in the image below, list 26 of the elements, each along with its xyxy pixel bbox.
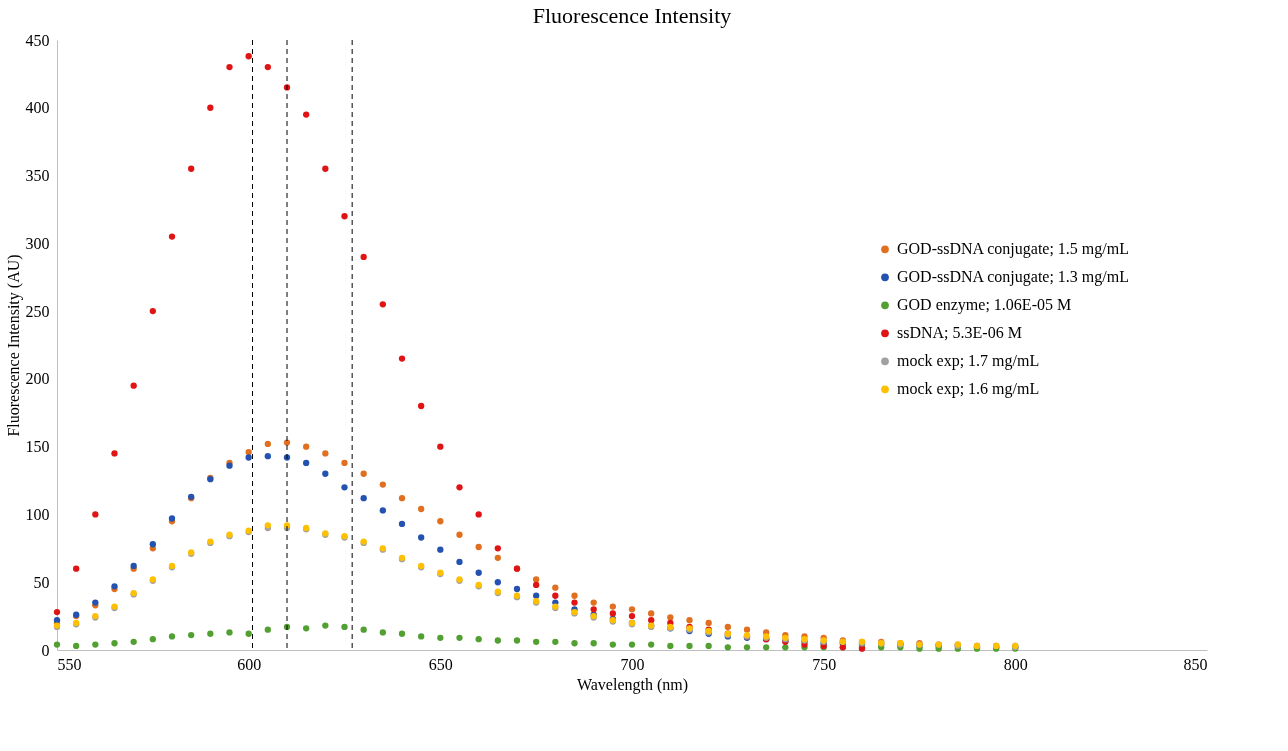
y-tick-label: 400 [25, 99, 50, 117]
x-tick-label: 800 [1003, 655, 1028, 673]
y-tick-label: 0 [41, 641, 50, 659]
y-tick-label: 250 [25, 302, 50, 320]
x-tick-label: 750 [812, 655, 837, 673]
legend-label: GOD enzyme; 1.06E-05 M [897, 296, 1072, 315]
x-tick-label: 600 [237, 655, 262, 673]
x-tick-label: 850 [1183, 655, 1208, 673]
legend-label: ssDNA; 5.3E-06 M [897, 324, 1022, 342]
legend-label: GOD-ssDNA conjugate; 1.3 mg/mL [897, 268, 1129, 287]
y-tick-label: 450 [25, 31, 50, 49]
chart-title: Fluorescence Intensity [532, 3, 732, 28]
y-tick-label: 200 [25, 370, 50, 388]
y-tick-label: 100 [25, 505, 50, 523]
legend-label: GOD-ssDNA conjugate; 1.5 mg/mL [897, 240, 1129, 259]
x-axis-title: Wavelength (nm) [576, 675, 689, 694]
y-tick-label: 350 [25, 167, 50, 185]
legend-label: mock exp; 1.7 mg/mL [897, 352, 1040, 371]
y-tick-label: 150 [25, 438, 50, 456]
x-tick-label: 650 [428, 655, 453, 673]
y-tick-label: 50 [33, 573, 50, 591]
x-tick-label: 700 [620, 655, 645, 673]
y-axis-title: Fluorescence Intensity (AU) [4, 254, 23, 437]
legend-label: mock exp; 1.6 mg/mL [897, 380, 1040, 399]
y-tick-label: 300 [25, 234, 50, 252]
x-tick-label: 550 [57, 655, 82, 673]
